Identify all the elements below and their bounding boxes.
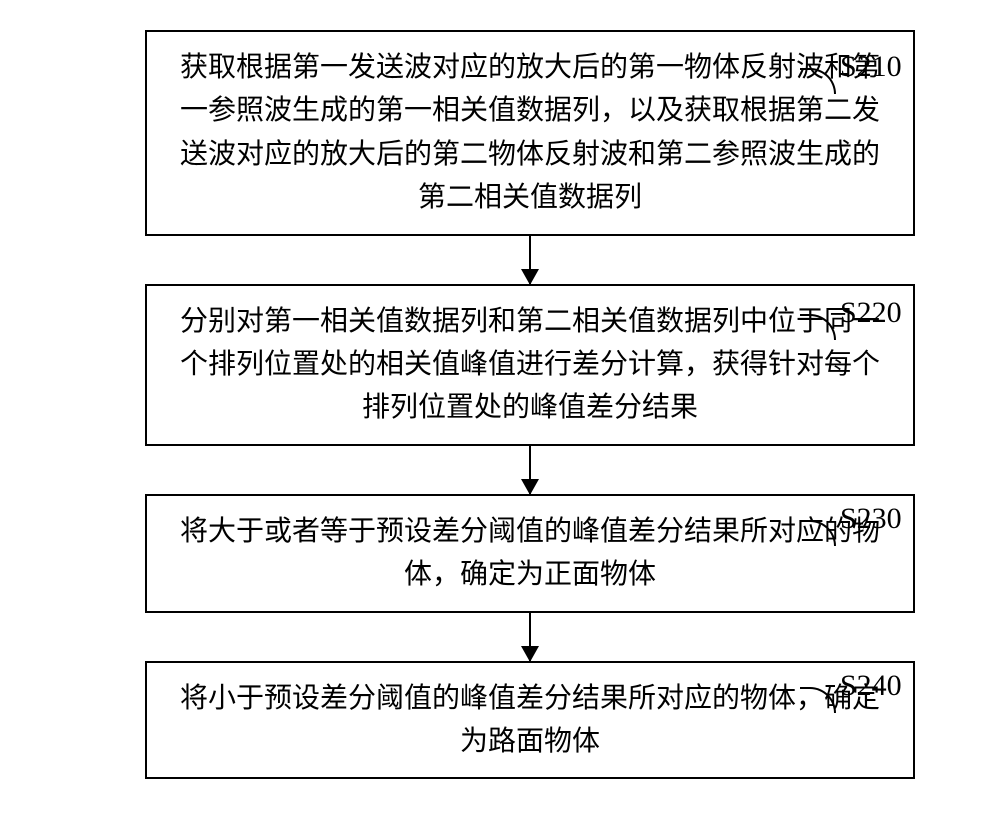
- flow-step-label: S210: [840, 50, 902, 84]
- flow-step-box: 将大于或者等于预设差分阈值的峰值差分结果所对应的物体，确定为正面物体: [145, 494, 915, 613]
- flow-step-label-wrap: S230: [830, 502, 950, 552]
- flow-step-label-wrap: S210: [830, 50, 950, 100]
- flow-step-label: S240: [840, 669, 902, 703]
- flow-step-box: 分别对第一相关值数据列和第二相关值数据列中位于同一个排列位置处的相关值峰值进行差…: [145, 284, 915, 446]
- label-connector-curve: [800, 687, 836, 713]
- flow-step-row: 将小于预设差分阈值的峰值差分结果所对应的物体，确定为路面物体S240: [0, 661, 1000, 780]
- flow-arrow: [529, 446, 531, 494]
- flow-step-box: 将小于预设差分阈值的峰值差分结果所对应的物体，确定为路面物体: [145, 661, 915, 780]
- flow-step-row: 获取根据第一发送波对应的放大后的第一物体反射波和第一参照波生成的第一相关值数据列…: [0, 30, 1000, 236]
- flow-arrow: [529, 613, 531, 661]
- label-connector-curve: [800, 314, 836, 340]
- flowchart-container: 获取根据第一发送波对应的放大后的第一物体反射波和第一参照波生成的第一相关值数据列…: [0, 30, 1000, 779]
- label-connector-curve: [800, 520, 836, 546]
- flow-step-row: 将大于或者等于预设差分阈值的峰值差分结果所对应的物体，确定为正面物体S230: [0, 494, 1000, 613]
- flow-step-row: 分别对第一相关值数据列和第二相关值数据列中位于同一个排列位置处的相关值峰值进行差…: [0, 284, 1000, 446]
- label-connector-curve: [800, 68, 836, 94]
- flow-step-label-wrap: S220: [830, 296, 950, 346]
- flow-step-label: S230: [840, 502, 902, 536]
- flow-step-label-wrap: S240: [830, 669, 950, 719]
- flow-step-label: S220: [840, 296, 902, 330]
- flow-step-box: 获取根据第一发送波对应的放大后的第一物体反射波和第一参照波生成的第一相关值数据列…: [145, 30, 915, 236]
- flow-arrow: [529, 236, 531, 284]
